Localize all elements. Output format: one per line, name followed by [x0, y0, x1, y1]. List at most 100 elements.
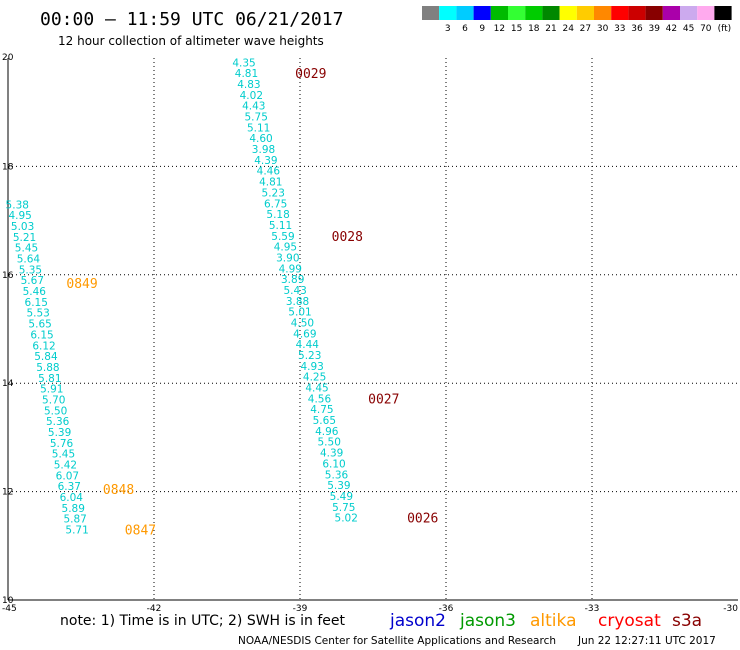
swh-value-label: 5.36 — [46, 416, 70, 428]
swh-value-label: 5.89 — [62, 503, 85, 515]
swh-value-label: 6.75 — [264, 198, 287, 210]
time-label: 0029 — [295, 67, 326, 82]
swh-value-label: 5.03 — [11, 221, 34, 233]
swh-value-label: 4.46 — [257, 166, 281, 178]
swh-value-label: 5.38 — [6, 199, 29, 211]
swh-value-label: 6.15 — [25, 297, 48, 309]
swh-value-label: 5.11 — [269, 220, 292, 232]
swh-value-label: 4.96 — [315, 426, 339, 438]
swh-value-label: 6.12 — [32, 340, 55, 352]
swh-value-label: 4.02 — [240, 90, 263, 102]
swh-value-label: 4.50 — [291, 317, 314, 329]
legend-swatch — [542, 6, 560, 20]
x-tick-label: -33 — [585, 604, 600, 614]
swh-value-label: 5.42 — [54, 460, 77, 472]
swh-value-label: 5.01 — [288, 307, 311, 319]
satellite-label: s3a — [672, 611, 702, 631]
satellite-label: jason2 — [389, 611, 446, 631]
generation-timestamp: Jun 22 12:27:11 UTC 2017 — [577, 635, 716, 647]
time-label: 0849 — [66, 277, 97, 292]
swh-value-label: 5.64 — [17, 254, 41, 266]
swh-value-label: 4.95 — [274, 242, 297, 254]
legend-unit: (ft) — [718, 24, 732, 34]
swh-value-label: 3.90 — [276, 252, 299, 264]
swh-value-label: 4.95 — [8, 210, 31, 222]
time-label: 0027 — [368, 392, 399, 407]
y-axis-ticks: 10 12 14 16 18 20 — [2, 53, 14, 606]
legend-swatch — [473, 6, 491, 20]
swh-value-label: 3.88 — [286, 296, 309, 308]
swh-value-label: 4.39 — [320, 448, 343, 460]
swh-value-label: 5.84 — [34, 351, 58, 363]
legend-swatch — [628, 6, 646, 20]
legend-swatch — [680, 6, 698, 20]
legend-swatch — [645, 6, 663, 20]
legend-swatch — [525, 6, 543, 20]
swh-value-label: 5.65 — [313, 415, 336, 427]
swh-value-label: 5.43 — [283, 285, 306, 297]
time-label: 0028 — [332, 230, 363, 245]
swh-value-label: 5.76 — [50, 438, 74, 450]
legend-swatch — [559, 6, 577, 20]
swh-value-label: 6.37 — [58, 481, 81, 493]
swh-value-label: 4.69 — [293, 328, 316, 340]
swh-value-label: 5.50 — [318, 437, 341, 449]
y-tick-label: 18 — [2, 162, 14, 172]
swh-value-label: 4.60 — [249, 133, 272, 145]
swh-value-label: 5.39 — [48, 427, 71, 439]
swh-value-label: 4.81 — [235, 68, 258, 80]
y-tick-label: 14 — [2, 379, 14, 389]
swh-value-label: 5.23 — [262, 187, 285, 199]
legend-label: 21 — [545, 24, 556, 34]
swh-value-label: 5.23 — [298, 350, 321, 362]
legend-label: 18 — [528, 24, 540, 34]
legend-label: 70 — [700, 24, 712, 34]
legend-label: 27 — [580, 24, 591, 34]
swh-value-label: 5.46 — [23, 286, 47, 298]
swh-value-label: 5.88 — [36, 362, 59, 374]
swh-value-label: 5.71 — [65, 525, 88, 537]
swh-value-label: 5.11 — [247, 122, 270, 134]
satellite-legend: jason2 jason3 altika cryosat s3a — [389, 611, 702, 631]
swh-value-label: 4.43 — [242, 101, 265, 113]
swh-value-label: 4.25 — [303, 372, 326, 384]
swh-value-label: 5.81 — [38, 373, 61, 385]
legend-label: 45 — [683, 24, 694, 34]
legend-swatch — [714, 6, 732, 20]
swh-value-label: 5.49 — [330, 491, 353, 503]
swh-value-label: 5.91 — [40, 384, 63, 396]
satellite-label: cryosat — [598, 611, 661, 631]
swh-value-label: 5.21 — [13, 232, 36, 244]
y-tick-label: 16 — [2, 271, 14, 281]
swh-value-label: 4.99 — [279, 263, 302, 275]
swh-value-label: 5.18 — [266, 209, 289, 221]
y-tick-label: 20 — [2, 53, 14, 63]
legend-swatch — [490, 6, 508, 20]
x-tick-label: -39 — [293, 604, 308, 614]
time-label: 0847 — [125, 524, 156, 539]
legend-label: 24 — [562, 24, 574, 34]
legend-label: 42 — [666, 24, 677, 34]
x-tick-label: -42 — [147, 604, 162, 614]
swh-value-label: 4.83 — [237, 79, 260, 91]
swh-value-label: 5.36 — [325, 469, 349, 481]
legend-swatch — [594, 6, 612, 20]
legend-label: 33 — [614, 24, 625, 34]
swh-value-label: 5.39 — [327, 480, 350, 492]
satellite-label: altika — [530, 611, 577, 631]
legend-swatch — [697, 6, 715, 20]
x-axis-ticks: -45 -42 -39 -36 -33 -30 — [2, 604, 738, 614]
y-tick-label: 12 — [2, 488, 13, 498]
swh-value-label: 5.65 — [28, 319, 51, 331]
swh-value-label: 4.39 — [254, 155, 277, 167]
swh-value-label: 4.45 — [305, 383, 328, 395]
footnote: note: 1) Time is in UTC; 2) SWH is in fe… — [60, 613, 346, 629]
x-tick-label: -45 — [2, 604, 17, 614]
swh-value-label: 3.98 — [252, 144, 275, 156]
plot-grid — [7, 58, 738, 601]
legend-label: 6 — [462, 24, 468, 34]
legend-swatch — [508, 6, 526, 20]
satellite-label: jason3 — [459, 611, 516, 631]
swh-value-label: 4.44 — [296, 339, 320, 351]
